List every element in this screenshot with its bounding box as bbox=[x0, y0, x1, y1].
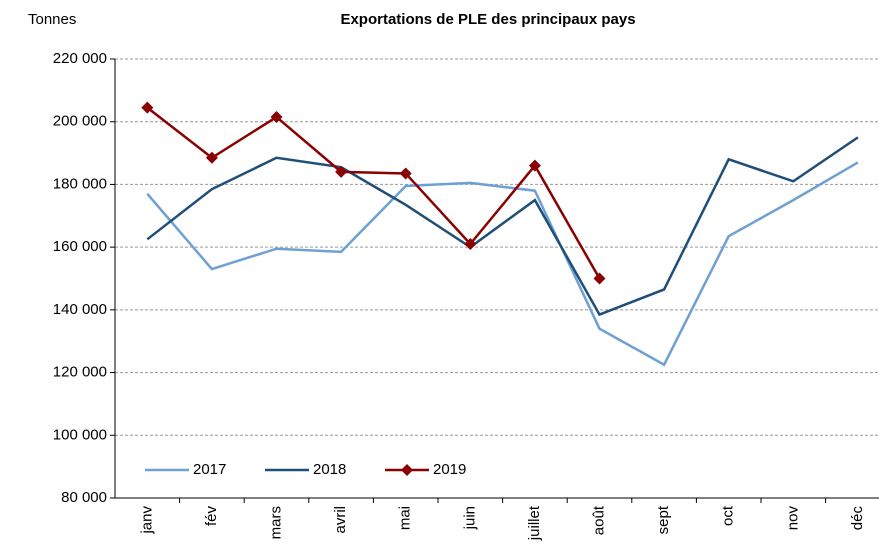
y-tick-label: 220 000 bbox=[53, 50, 107, 67]
y-tick-label: 140 000 bbox=[53, 301, 107, 318]
x-tick-label: mars bbox=[267, 506, 284, 539]
x-tick-label: juillet bbox=[526, 505, 543, 541]
legend-marker bbox=[401, 464, 413, 476]
x-tick-label: janv bbox=[138, 506, 155, 535]
y-tick-label: 160 000 bbox=[53, 238, 107, 255]
x-tick-label: oct bbox=[720, 505, 737, 526]
y-axis-label: Tonnes bbox=[28, 11, 76, 28]
x-tick-label: mai bbox=[397, 506, 414, 530]
x-tick-label: déc bbox=[849, 506, 866, 531]
y-tick-label: 180 000 bbox=[53, 175, 107, 192]
point-marker bbox=[464, 238, 477, 251]
point-marker bbox=[528, 159, 541, 172]
x-tick-label: août bbox=[590, 505, 607, 535]
y-tick-label: 200 000 bbox=[53, 113, 107, 130]
x-tick-label: avril bbox=[332, 506, 349, 534]
x-tick-label: fév bbox=[203, 506, 220, 527]
x-tick-label: juin bbox=[461, 506, 478, 530]
y-tick-label: 80 000 bbox=[61, 489, 107, 506]
x-tick-label: sept bbox=[655, 505, 672, 534]
series-line bbox=[146, 106, 601, 280]
legend-label: 2018 bbox=[313, 461, 346, 478]
point-marker bbox=[335, 165, 348, 178]
point-marker bbox=[205, 151, 218, 164]
point-marker bbox=[399, 167, 412, 180]
y-tick-label: 100 000 bbox=[53, 426, 107, 443]
series-line bbox=[146, 136, 859, 317]
legend-label: 2017 bbox=[193, 461, 226, 478]
chart-title: Exportations de PLE des principaux pays bbox=[340, 11, 635, 28]
point-marker bbox=[141, 101, 154, 114]
x-tick-label: nov bbox=[784, 506, 801, 531]
point-marker bbox=[593, 272, 606, 285]
legend-label: 2019 bbox=[433, 461, 466, 478]
point-marker bbox=[270, 111, 283, 124]
series-line bbox=[146, 161, 859, 367]
y-tick-label: 120 000 bbox=[53, 364, 107, 381]
